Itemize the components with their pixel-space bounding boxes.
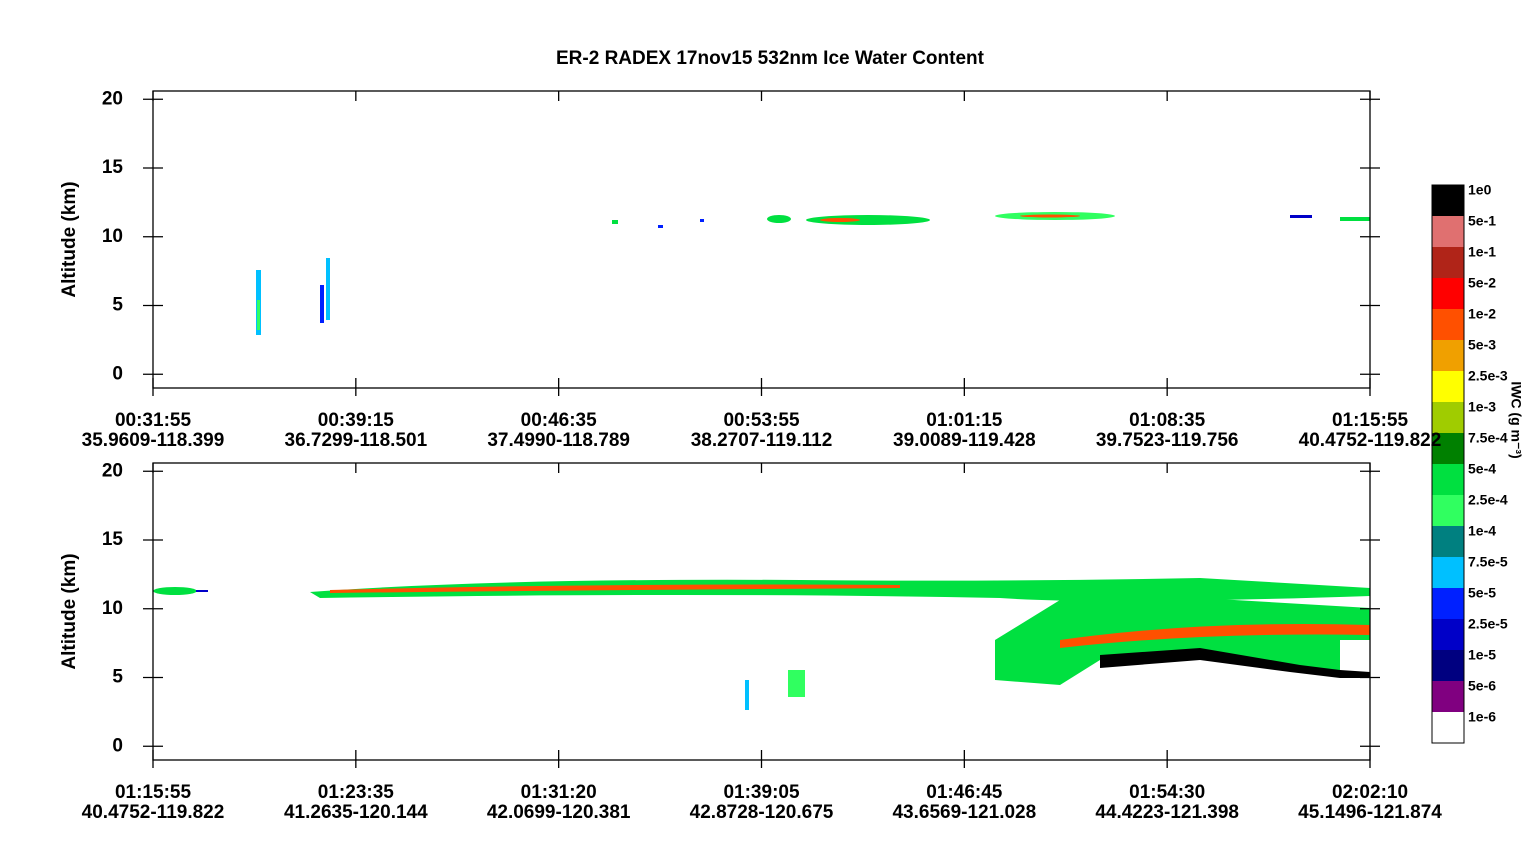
- colorbar-tick-label: 7.5e-4: [1468, 430, 1508, 446]
- colorbar-swatch: [1432, 278, 1464, 309]
- cloud-imagery: [153, 212, 1370, 710]
- colorbar-swatch: [1432, 681, 1464, 712]
- x-tick-label: 01:39:05: [723, 782, 799, 803]
- colorbar-swatch: [1432, 340, 1464, 371]
- x-tick-label: 01:46:45: [926, 782, 1002, 803]
- colorbar-tick-label: 1e-1: [1468, 244, 1496, 260]
- colorbar-swatch: [1432, 619, 1464, 650]
- colorbar-tick-label: 5e-4: [1468, 461, 1496, 477]
- x-tick-location: 41.2635-120.144: [284, 802, 428, 823]
- x-tick-location: 44.4223-121.398: [1095, 802, 1239, 823]
- colorbar-tick-label: 5e-2: [1468, 275, 1496, 291]
- colorbar-tick-label: 5e-5: [1468, 585, 1496, 601]
- colorbar-label: IWC (g m⁻³): [1508, 381, 1524, 458]
- colorbar-tick-label: 5e-1: [1468, 213, 1496, 229]
- colorbar-swatch: [1432, 712, 1464, 743]
- colorbar-swatch: [1432, 464, 1464, 495]
- x-tick-location: 40.4752-119.822: [82, 802, 225, 823]
- x-tick-location: 37.4990-118.789: [487, 430, 630, 451]
- x-tick-location: 39.0089-119.428: [893, 430, 1036, 451]
- y-tick-label: 20: [102, 88, 123, 109]
- x-tick-label: 01:31:20: [521, 782, 597, 803]
- colorbar-swatch: [1432, 402, 1464, 433]
- plot-frame: [152, 90, 1371, 389]
- colorbar-tick-label: 7.5e-5: [1468, 554, 1508, 570]
- colorbar-swatch: [1432, 185, 1464, 216]
- y-tick-label: 10: [102, 598, 123, 619]
- x-tick-location: 38.2707-119.112: [691, 430, 833, 451]
- x-tick-label: 01:23:35: [318, 782, 394, 803]
- colorbar-frame: [1431, 184, 1465, 744]
- y-axis-label: Altitude (km): [59, 553, 80, 669]
- x-tick-location: 42.0699-120.381: [487, 802, 631, 823]
- y-tick-label: 15: [102, 529, 124, 550]
- x-tick-label: 01:08:35: [1129, 410, 1205, 431]
- colorbar-tick-label: 5e-6: [1468, 678, 1496, 694]
- colorbar-swatch: [1432, 495, 1464, 526]
- x-tick-label: 01:01:15: [926, 410, 1002, 431]
- x-tick-label: 01:15:55: [1332, 410, 1408, 431]
- colorbar-tick-label: 2.5e-4: [1468, 492, 1508, 508]
- x-tick-label: 01:54:30: [1129, 782, 1205, 803]
- colorbar-tick-label: 1e-6: [1468, 709, 1496, 725]
- y-tick-label: 10: [102, 226, 123, 247]
- colorbar-swatch: [1432, 433, 1464, 464]
- x-tick-label: 00:31:55: [115, 410, 191, 431]
- y-tick-label: 5: [112, 667, 123, 688]
- x-tick-label: 00:46:35: [521, 410, 597, 431]
- colorbar-swatch: [1432, 588, 1464, 619]
- y-axis-label: Altitude (km): [59, 181, 80, 297]
- colorbar-tick-label: 2.5e-3: [1468, 368, 1508, 384]
- colorbar-swatch: [1432, 526, 1464, 557]
- y-tick-label: 20: [102, 460, 123, 481]
- y-tick-label: 5: [112, 295, 123, 316]
- y-tick-label: 15: [102, 157, 124, 178]
- x-tick-location: 40.4752-119.822: [1299, 430, 1442, 451]
- y-tick-label: 0: [112, 735, 123, 756]
- colorbar-tick-label: 1e0: [1468, 182, 1492, 198]
- x-tick-label: 00:39:15: [318, 410, 394, 431]
- colorbar-swatch: [1432, 216, 1464, 247]
- x-tick-label: 02:02:10: [1332, 782, 1408, 803]
- colorbar: IWC (g m⁻³) 1e0 5e-1 1e-1 5e-2 1e-2 5e-3 2.5e-…: [1431, 182, 1524, 744]
- colorbar-swatch: [1432, 247, 1464, 278]
- x-tick-location: 36.7299-118.501: [285, 430, 428, 451]
- colorbar-tick-label: 1e-5: [1468, 647, 1496, 663]
- colorbar-tick-label: 1e-4: [1468, 523, 1496, 539]
- colorbar-swatch: [1432, 650, 1464, 681]
- x-tick-label: 00:53:55: [723, 410, 799, 431]
- colorbar-swatch: [1432, 371, 1464, 402]
- y-tick-label: 0: [112, 363, 123, 384]
- x-tick-location: 42.8728-120.675: [690, 802, 834, 823]
- colorbar-swatch: [1432, 309, 1464, 340]
- x-tick-location: 45.1496-121.874: [1298, 802, 1442, 823]
- chart-title: ER-2 RADEX 17nov15 532nm Ice Water Conte…: [556, 48, 985, 69]
- x-tick-location: 43.6569-121.028: [892, 802, 1036, 823]
- colorbar-tick-label: 1e-2: [1468, 306, 1496, 322]
- colorbar-swatch: [1432, 557, 1464, 588]
- x-tick-location: 39.7523-119.756: [1096, 430, 1239, 451]
- colorbar-tick-label: 5e-3: [1468, 337, 1496, 353]
- colorbar-tick-label: 1e-3: [1468, 399, 1496, 415]
- x-tick-location: 35.9609-118.399: [82, 430, 225, 451]
- colorbar-tick-label: 2.5e-5: [1468, 616, 1508, 632]
- x-tick-label: 01:15:55: [115, 782, 191, 803]
